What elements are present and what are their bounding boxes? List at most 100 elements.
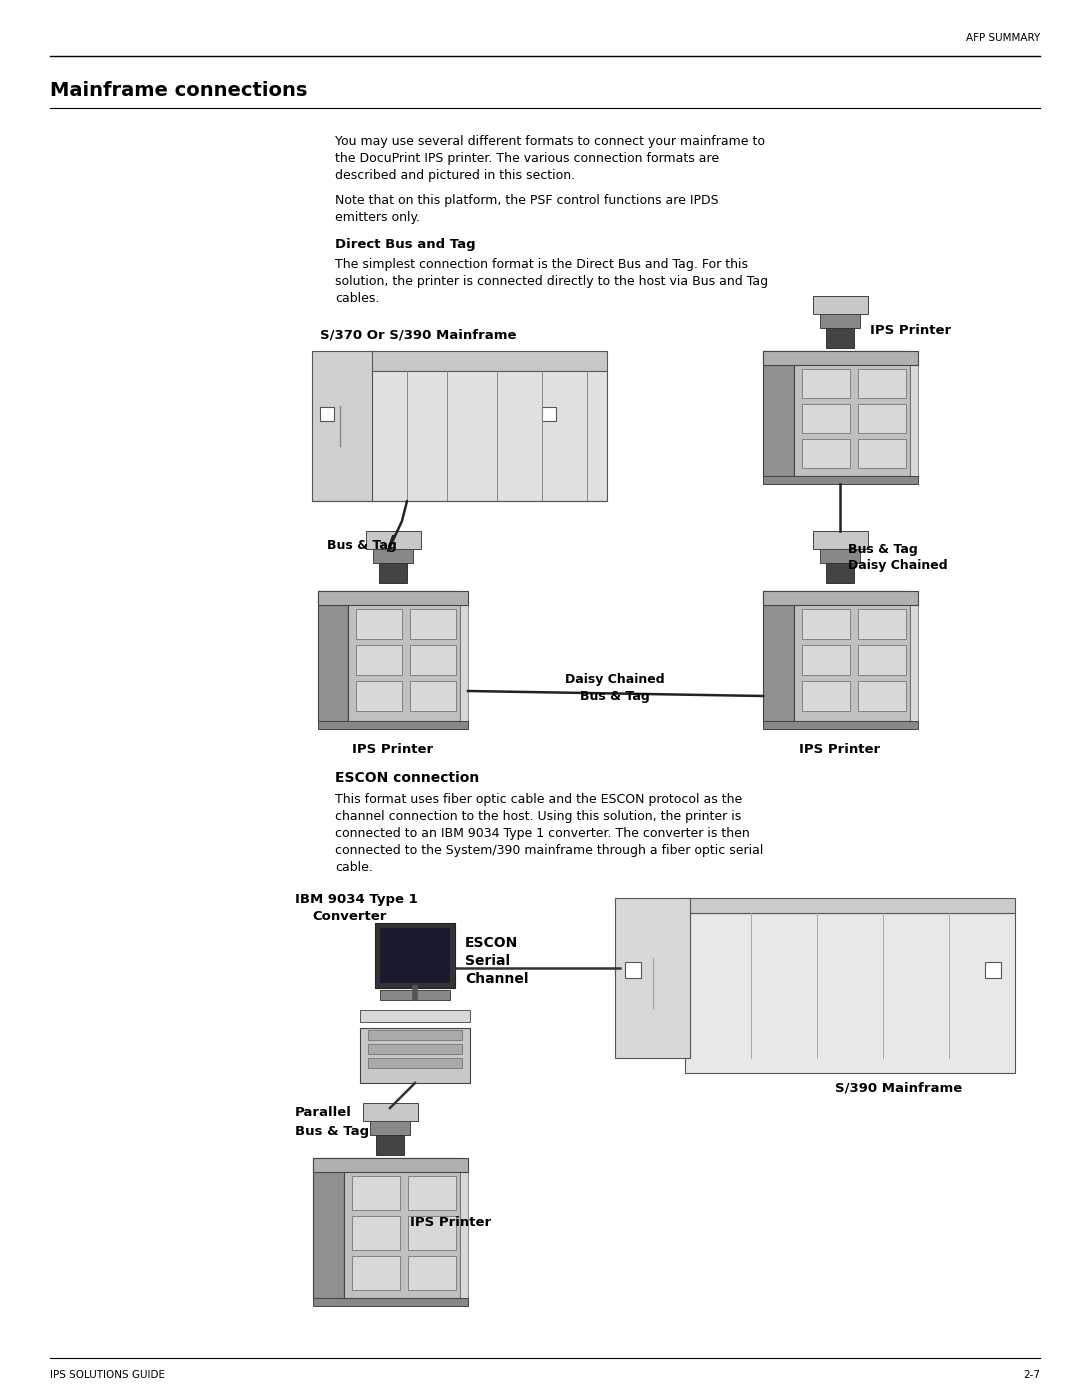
Bar	[313, 1158, 345, 1298]
Bar	[820, 314, 860, 328]
Bar	[762, 351, 794, 476]
Text: IPS Printer: IPS Printer	[799, 743, 880, 756]
Bar	[356, 609, 402, 638]
Bar	[685, 898, 1015, 914]
Text: Daisy Chained: Daisy Chained	[848, 560, 947, 573]
Bar	[375, 923, 455, 988]
Bar	[813, 531, 868, 549]
Bar	[826, 328, 854, 348]
Bar	[410, 680, 456, 711]
Bar	[373, 549, 413, 563]
Text: IPS Printer: IPS Printer	[870, 324, 951, 338]
Text: IPS Printer: IPS Printer	[352, 743, 433, 756]
Bar	[802, 404, 850, 433]
Text: connected to an IBM 9034 Type 1 converter. The converter is then: connected to an IBM 9034 Type 1 converte…	[335, 827, 750, 840]
Bar	[460, 591, 468, 721]
Text: AFP SUMMARY: AFP SUMMARY	[966, 34, 1040, 43]
Bar	[858, 609, 906, 638]
Text: You may use several different formats to connect your mainframe to: You may use several different formats to…	[335, 136, 765, 148]
Text: ESCON: ESCON	[465, 936, 518, 950]
Text: IBM 9034 Type 1: IBM 9034 Type 1	[295, 893, 418, 907]
Bar	[318, 591, 468, 605]
Bar	[685, 914, 1015, 1073]
Bar	[802, 369, 850, 398]
Text: 2-7: 2-7	[1023, 1370, 1040, 1380]
Bar	[318, 591, 348, 721]
Bar	[352, 1256, 400, 1289]
Bar	[367, 372, 607, 502]
Bar	[408, 1256, 456, 1289]
Bar	[356, 645, 402, 675]
Bar	[368, 1058, 462, 1067]
Bar	[858, 645, 906, 675]
Bar	[762, 476, 918, 483]
Text: Parallel: Parallel	[295, 1106, 352, 1119]
Text: IPS Printer: IPS Printer	[410, 1217, 491, 1229]
Bar	[368, 1044, 462, 1053]
Bar	[802, 645, 850, 675]
Bar	[615, 898, 690, 1058]
Bar	[312, 351, 372, 502]
Bar	[376, 1134, 404, 1155]
Bar	[360, 1028, 470, 1083]
Text: Mainframe connections: Mainframe connections	[50, 81, 308, 99]
Bar	[313, 1298, 468, 1306]
Bar	[858, 404, 906, 433]
Bar	[366, 531, 421, 549]
Text: Bus & Tag: Bus & Tag	[327, 539, 396, 552]
Bar	[370, 1120, 410, 1134]
Bar	[410, 645, 456, 675]
Text: the DocuPrint IPS printer. The various connection formats are: the DocuPrint IPS printer. The various c…	[335, 152, 719, 165]
Bar	[380, 990, 450, 1000]
Bar	[379, 563, 407, 583]
Text: S/370 Or S/390 Mainframe: S/370 Or S/390 Mainframe	[320, 330, 516, 342]
Bar	[858, 369, 906, 398]
Bar	[380, 928, 450, 983]
Text: emitters only.: emitters only.	[335, 211, 420, 224]
Bar	[367, 351, 607, 372]
Bar	[813, 296, 868, 314]
Bar	[910, 591, 918, 721]
Bar	[762, 351, 918, 365]
Bar	[762, 591, 918, 605]
Bar	[356, 680, 402, 711]
Text: described and pictured in this section.: described and pictured in this section.	[335, 169, 576, 182]
Text: Bus & Tag: Bus & Tag	[295, 1125, 369, 1137]
Bar	[802, 680, 850, 711]
Text: The simplest connection format is the Direct Bus and Tag. For this: The simplest connection format is the Di…	[335, 258, 748, 271]
Bar	[408, 1215, 456, 1250]
Text: Serial: Serial	[465, 954, 510, 968]
Bar	[348, 591, 460, 721]
Bar	[762, 591, 794, 721]
Text: Bus & Tag: Bus & Tag	[848, 542, 918, 556]
Bar	[762, 721, 918, 729]
Bar	[320, 407, 334, 420]
Text: Converter: Converter	[312, 909, 387, 923]
Text: cable.: cable.	[335, 861, 373, 875]
Bar	[985, 963, 1001, 978]
Bar	[820, 549, 860, 563]
Text: cables.: cables.	[335, 292, 379, 305]
Bar	[368, 1030, 462, 1039]
Text: IPS SOLUTIONS GUIDE: IPS SOLUTIONS GUIDE	[50, 1370, 165, 1380]
Text: This format uses fiber optic cable and the ESCON protocol as the: This format uses fiber optic cable and t…	[335, 793, 742, 806]
Bar	[360, 1010, 470, 1023]
Text: ESCON connection: ESCON connection	[335, 771, 480, 785]
Text: Note that on this platform, the PSF control functions are IPDS: Note that on this platform, the PSF cont…	[335, 194, 718, 207]
Text: S/390 Mainframe: S/390 Mainframe	[835, 1081, 962, 1094]
Bar	[408, 1176, 456, 1210]
Text: Channel: Channel	[465, 972, 528, 986]
Bar	[460, 1158, 468, 1298]
Text: Bus & Tag: Bus & Tag	[580, 690, 650, 703]
Text: channel connection to the host. Using this solution, the printer is: channel connection to the host. Using th…	[335, 810, 741, 823]
Bar	[352, 1215, 400, 1250]
Bar	[910, 351, 918, 476]
Bar	[802, 439, 850, 468]
Bar	[313, 1158, 468, 1172]
Bar	[625, 963, 642, 978]
Text: solution, the printer is connected directly to the host via Bus and Tag: solution, the printer is connected direc…	[335, 275, 768, 288]
Bar	[858, 680, 906, 711]
Bar	[826, 563, 854, 583]
Bar	[802, 609, 850, 638]
Bar	[410, 609, 456, 638]
